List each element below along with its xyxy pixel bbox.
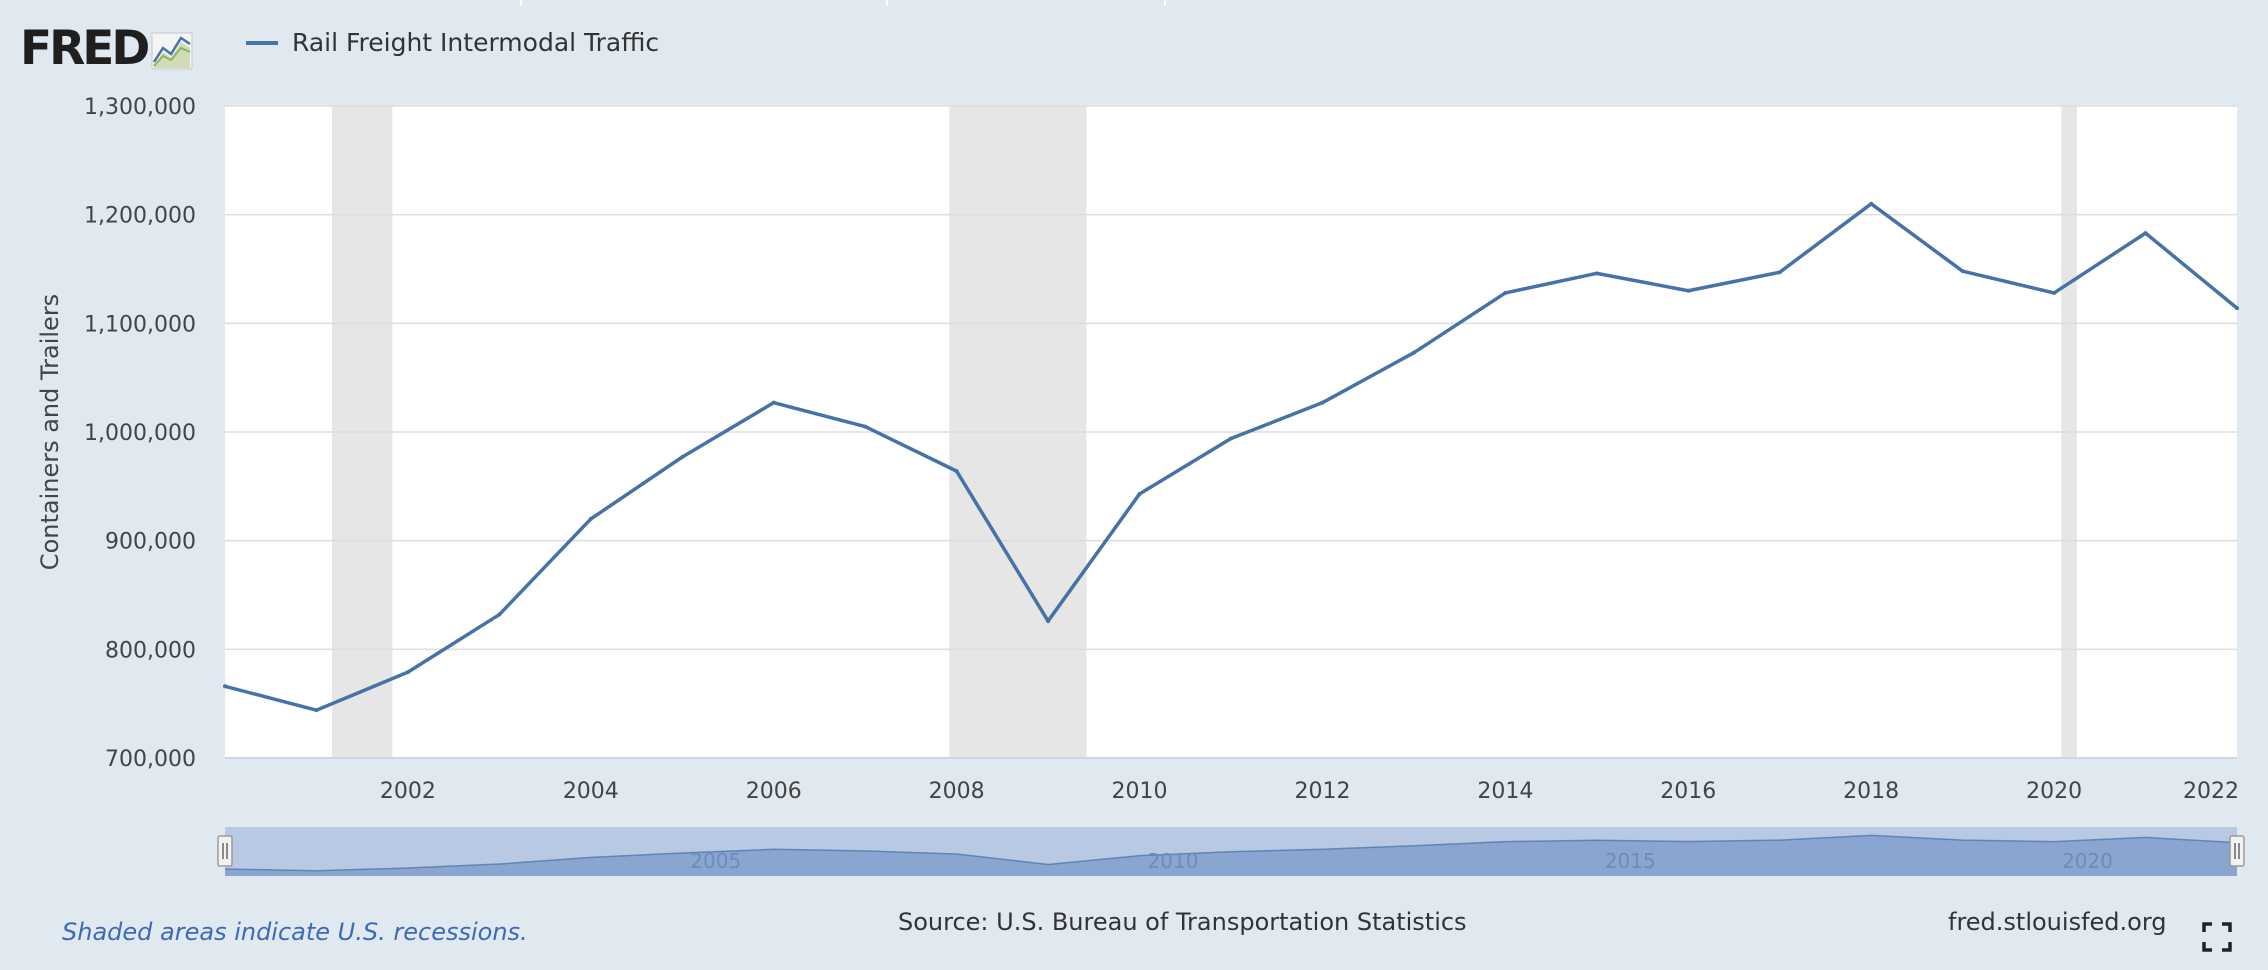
source-note: Source: U.S. Bureau of Transportation St…	[898, 908, 1467, 936]
fred-logo-text: FRED	[20, 21, 150, 76]
navigator-handle	[2229, 835, 2245, 867]
navigator-tick-label: 2015	[1605, 849, 1656, 873]
y-tick-label: 700,000	[105, 747, 196, 772]
data-point	[1777, 270, 1782, 275]
top-divider	[886, 0, 888, 6]
data-point	[497, 612, 502, 617]
navigator-handle-icon[interactable]	[2229, 835, 2245, 867]
data-point	[1411, 350, 1416, 355]
data-point	[1229, 436, 1233, 441]
data-point	[1046, 619, 1051, 624]
y-tick-label: 800,000	[105, 638, 196, 663]
navigator-handle-icon[interactable]	[217, 835, 233, 867]
navigator-line	[224, 834, 2238, 872]
x-tick-label: 2022	[2183, 779, 2239, 804]
navigator-tick-label: 2005	[690, 849, 741, 873]
data-point	[588, 516, 593, 521]
x-axis: 2002 2004 2006 2008 2010 2012 2014 2016 2018 2020…	[225, 757, 2239, 804]
fullscreen-icon[interactable]	[2202, 922, 2232, 952]
data-point	[1686, 288, 1691, 293]
data-point	[405, 670, 410, 675]
data-point	[2143, 231, 2148, 236]
data-point	[771, 400, 776, 405]
site-link[interactable]: fred.stlouisfed.org	[1948, 908, 2167, 936]
navigator[interactable]: 2005 2010 2015 2020	[217, 827, 2245, 876]
navigator-handle	[217, 835, 233, 867]
legend-swatch	[246, 40, 278, 45]
x-tick-label: 2012	[1294, 779, 1350, 804]
navigator-tick-label: 2020	[2062, 849, 2113, 873]
y-tick-label: 1,000,000	[84, 421, 196, 446]
data-point	[1137, 491, 1142, 496]
data-point	[2235, 306, 2239, 311]
y-tick-label: 900,000	[105, 530, 196, 555]
navigator-area	[225, 835, 2237, 876]
data-point	[1594, 271, 1599, 276]
x-tick-label: 2018	[1843, 779, 1899, 804]
y-axis: 700,000 800,000 900,000 1,000,000 1,100,000 1…	[84, 95, 196, 772]
data-point	[954, 469, 959, 474]
x-tick-label: 2004	[563, 779, 619, 804]
series-layer	[223, 201, 2239, 713]
x-tick-label: 2006	[746, 779, 802, 804]
data-point	[223, 684, 227, 689]
top-divider	[1164, 0, 1166, 6]
data-point	[1503, 290, 1508, 295]
x-tick-label: 2014	[1477, 779, 1533, 804]
legend-label: Rail Freight Intermodal Traffic	[292, 28, 660, 57]
top-divider	[520, 0, 522, 6]
x-tick-label: 2008	[929, 779, 985, 804]
data-point	[1960, 269, 1965, 274]
data-point	[314, 708, 319, 713]
x-tick-label: 2020	[2026, 779, 2082, 804]
recession-footnote: Shaded areas indicate U.S. recessions.	[62, 918, 528, 946]
x-tick-label: 2002	[380, 779, 436, 804]
grid-layer	[225, 105, 2237, 651]
data-point	[2052, 290, 2057, 295]
data-point	[1320, 400, 1325, 405]
x-tick-label: 2016	[1660, 779, 1716, 804]
y-tick-label: 1,100,000	[84, 312, 196, 337]
data-point	[863, 424, 868, 429]
data-point	[1869, 201, 1874, 206]
fred-chart-icon	[151, 32, 193, 70]
x-tick-label: 2010	[1112, 779, 1168, 804]
data-point	[680, 454, 685, 459]
navigator-tick-label: 2010	[1148, 849, 1199, 873]
y-axis-label: Containers and Trailers	[36, 294, 64, 570]
chart-legend[interactable]: Rail Freight Intermodal Traffic	[246, 28, 659, 57]
y-tick-label: 1,300,000	[84, 95, 196, 120]
fred-logo[interactable]: FRED	[20, 22, 193, 72]
y-tick-label: 1,200,000	[84, 204, 196, 229]
